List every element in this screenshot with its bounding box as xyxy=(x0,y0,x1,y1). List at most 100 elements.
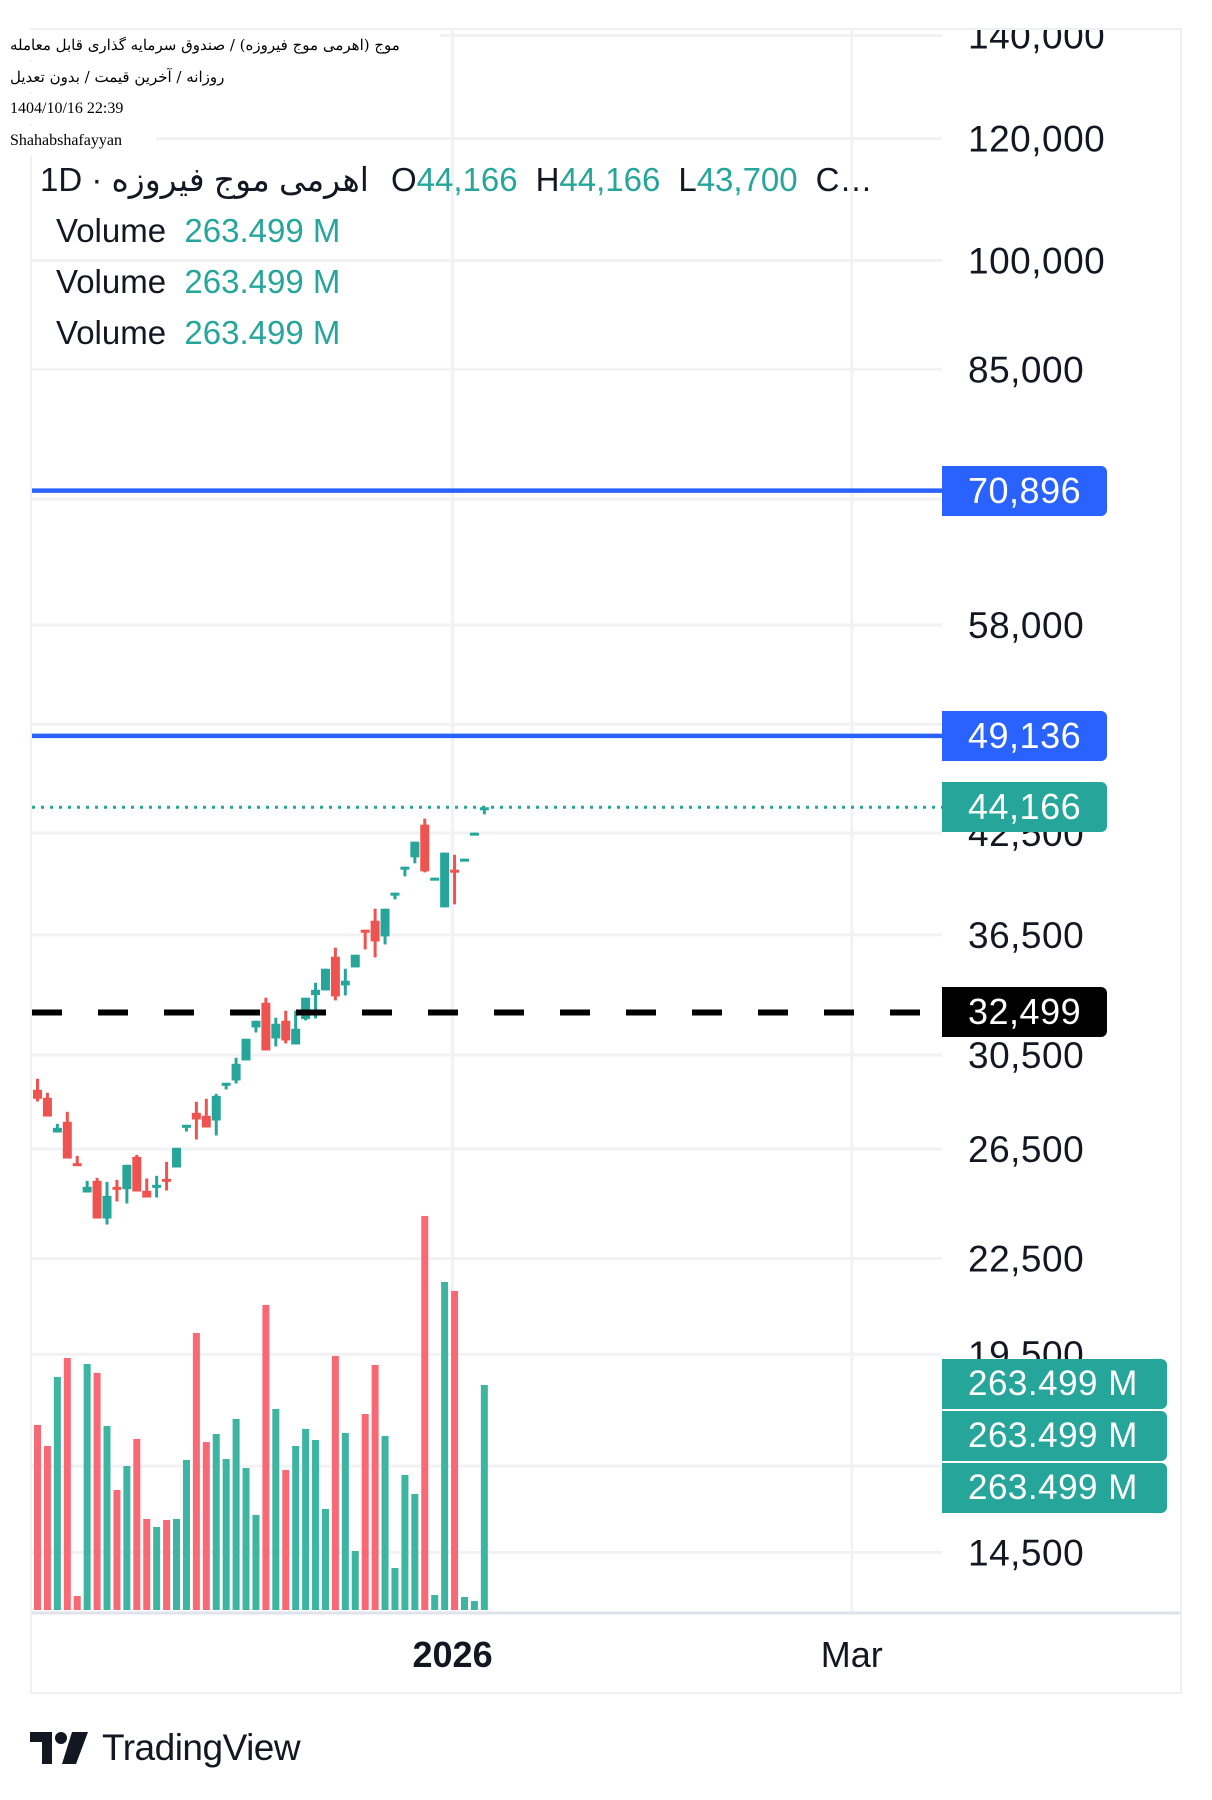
candle-body xyxy=(440,852,450,908)
candle-body xyxy=(340,980,350,986)
candle-body xyxy=(102,1195,112,1219)
y-axis-tick-label: 85,000 xyxy=(968,349,1084,390)
volume-bar xyxy=(34,1424,41,1610)
tradingview-logo-icon xyxy=(30,1732,88,1764)
volume-bar xyxy=(421,1215,429,1610)
candle-body xyxy=(301,997,311,1020)
volume-bar xyxy=(371,1364,379,1610)
brand-name: TradingView xyxy=(102,1727,301,1768)
volume-bar xyxy=(53,1376,61,1610)
price-tag-level[interactable]: 49,136 xyxy=(942,710,1107,761)
candle-body xyxy=(420,824,430,872)
legend-open: 44,166 xyxy=(416,161,518,198)
y-axis-tick-label: 100,000 xyxy=(968,241,1105,282)
volume-bar xyxy=(113,1490,121,1610)
y-axis-tick-label: 140,000 xyxy=(968,15,1105,56)
volume-bar xyxy=(202,1442,210,1610)
volume-bar xyxy=(401,1474,409,1610)
candle-wick xyxy=(145,1178,149,1198)
legend-symbol[interactable]: اهرمی موج فیروزه · 1D xyxy=(40,161,369,198)
y-axis-tick-label: 36,500 xyxy=(968,915,1084,956)
legend-high-label: H xyxy=(535,161,560,198)
volume-bar xyxy=(73,1595,81,1610)
candle-wick xyxy=(482,807,486,815)
volume-bar xyxy=(43,1445,51,1610)
volume-tag[interactable]: 263.499 M xyxy=(942,1463,1167,1513)
legend-volume-row: Volume 263.499 M xyxy=(56,313,340,353)
volume-bar xyxy=(282,1469,290,1610)
candle-wick xyxy=(224,1082,228,1090)
candle-body xyxy=(211,1095,221,1121)
candle-body xyxy=(330,956,340,997)
candle-body xyxy=(400,866,410,870)
overlay-datetime: 1404/10/16 22:39 xyxy=(0,94,158,124)
volume-bar xyxy=(153,1526,161,1610)
candle-body xyxy=(281,1020,291,1041)
candle-body xyxy=(251,1020,261,1028)
volume-value: 263.499 M xyxy=(184,212,341,249)
x-axis-tick-label: 2026 xyxy=(413,1634,493,1675)
candle-body xyxy=(152,1184,162,1188)
candle-body xyxy=(42,1097,52,1117)
candle-body xyxy=(122,1164,132,1190)
volume-bar xyxy=(470,1601,478,1610)
volume-bar xyxy=(242,1467,250,1610)
price-tag-level[interactable]: 70,896 xyxy=(942,465,1107,516)
candle-wick xyxy=(453,854,457,905)
overlay-subtitle: روزانه / آخرین قیمت / بدون تعدیل xyxy=(0,62,300,92)
candle-wick xyxy=(363,929,367,950)
candle-body xyxy=(469,832,479,836)
candle-wick xyxy=(75,1155,79,1166)
candle-body xyxy=(459,858,469,862)
overlay-title: موج (اهرمی موج فیروزه) / صندوق سرمایه گذ… xyxy=(0,30,440,60)
legend-volume-row: Volume 263.499 M xyxy=(56,262,340,302)
candle-wick xyxy=(314,982,318,1019)
legend-low: 43,700 xyxy=(696,161,798,198)
volume-bar xyxy=(302,1428,310,1610)
legend-low-label: L xyxy=(678,161,697,198)
candle-body xyxy=(33,1089,42,1099)
legend-close-label: C… xyxy=(815,161,873,198)
overlay-author: Shahabshafayyan xyxy=(0,126,156,156)
candle-wick xyxy=(85,1180,89,1193)
volume-bar xyxy=(321,1508,329,1610)
y-axis-tick-label: 26,500 xyxy=(968,1129,1084,1170)
candle-body xyxy=(231,1063,241,1081)
volume-bar xyxy=(133,1438,141,1610)
volume-bar xyxy=(232,1418,240,1610)
volume-bar xyxy=(93,1372,101,1610)
candle-body xyxy=(261,1002,271,1051)
volume-bar xyxy=(222,1459,230,1610)
y-axis-tick-label: 58,000 xyxy=(968,605,1084,646)
legend-high: 44,166 xyxy=(559,161,661,198)
candle-body xyxy=(320,968,330,991)
candle-wick xyxy=(165,1161,169,1191)
volume-bar xyxy=(411,1494,419,1610)
volume-label: Volume xyxy=(56,314,167,351)
candle-body xyxy=(410,841,420,858)
volume-bar xyxy=(103,1425,111,1610)
y-axis-tick-label: 30,500 xyxy=(968,1035,1084,1076)
volume-tag[interactable]: 263.499 M xyxy=(942,1359,1167,1409)
volume-tag[interactable]: 263.499 M xyxy=(942,1411,1167,1461)
candle-wick xyxy=(204,1098,208,1128)
legend-open-label: O xyxy=(390,161,417,198)
volume-bar xyxy=(391,1567,399,1610)
tradingview-logo[interactable]: TradingView xyxy=(30,1726,301,1770)
volume-bar xyxy=(252,1514,260,1610)
price-tag-last[interactable]: 44,166 xyxy=(942,782,1107,833)
candle-wick xyxy=(294,1010,298,1045)
candle-body xyxy=(52,1127,62,1133)
volume-bar xyxy=(192,1332,200,1610)
candle-body xyxy=(390,892,400,896)
volume-bar xyxy=(123,1466,131,1610)
volume-bar xyxy=(381,1435,389,1610)
volume-bar xyxy=(262,1304,270,1610)
price-tag-level[interactable]: 32,499 xyxy=(942,987,1107,1038)
candle-body xyxy=(191,1112,201,1120)
candle-body xyxy=(62,1121,72,1159)
volume-bar xyxy=(83,1363,91,1610)
